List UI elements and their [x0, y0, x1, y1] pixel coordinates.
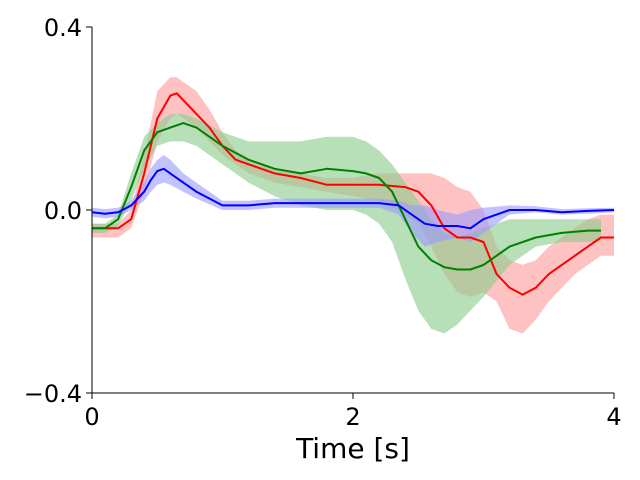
x-tick-label: 2	[345, 403, 360, 431]
line-blue	[91, 167, 615, 230]
band-green	[92, 113, 601, 334]
series-lines	[91, 92, 615, 296]
x-axis-label: Time [s]	[295, 432, 410, 465]
line-green	[92, 122, 601, 271]
y-tick-label: 0.4	[44, 14, 82, 42]
x-ticks: 0 2 4	[84, 393, 622, 431]
confidence-bands	[92, 77, 614, 334]
line-red	[92, 92, 614, 296]
y-tick-label: 0.0	[44, 197, 82, 225]
x-tick-label: 0	[84, 403, 99, 431]
band-blue	[92, 155, 614, 247]
y-tick-label: −0.4	[24, 380, 82, 408]
x-tick-label: 4	[606, 403, 621, 431]
y-ticks: −0.4 0.0 0.4	[24, 14, 92, 408]
